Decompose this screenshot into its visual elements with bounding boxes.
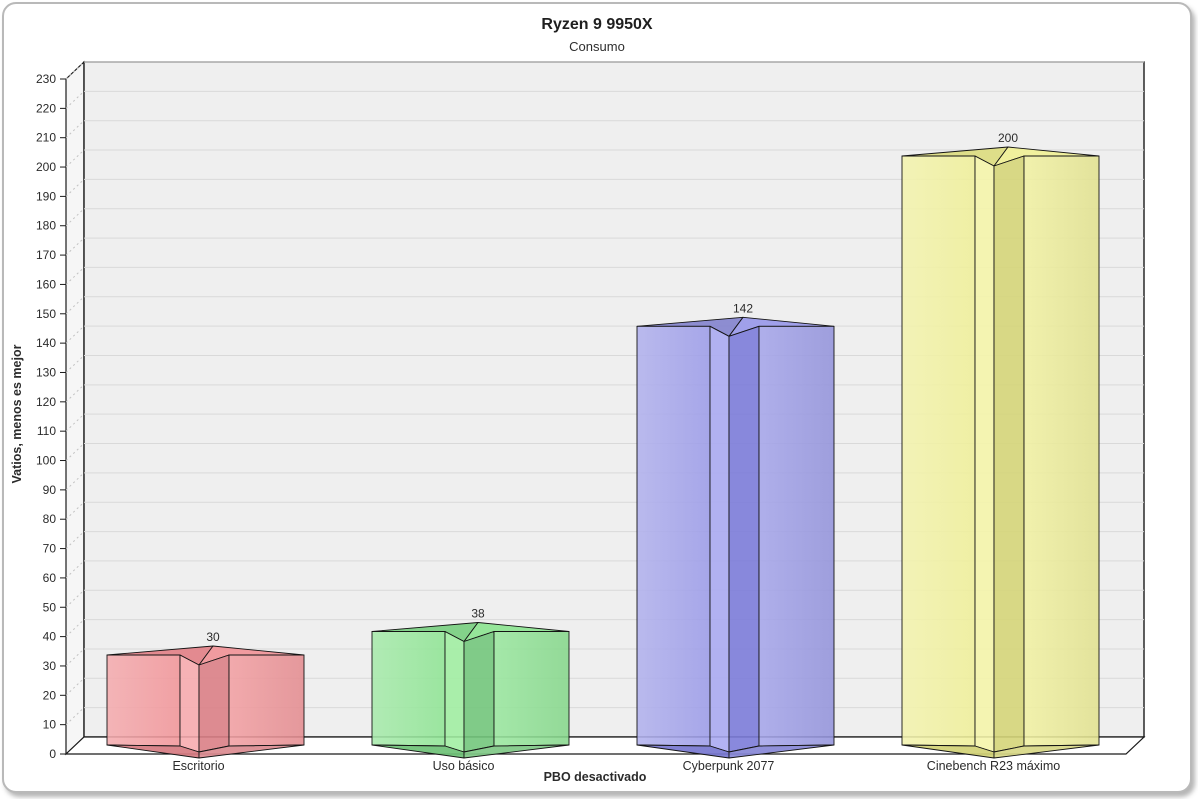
y-tick-label: 40 xyxy=(43,630,57,644)
y-tick-label: 210 xyxy=(36,131,56,145)
bar-green: 38 xyxy=(371,606,570,759)
x-axis-title: PBO desactivado xyxy=(543,770,647,784)
bars: 30 38 142 200 xyxy=(106,131,1100,759)
y-tick-label: 150 xyxy=(36,307,56,321)
y-tick-label: 70 xyxy=(43,542,57,556)
bar-chart-canvas: 0 10 20 30 40 50 60 70 80 90 100 110 120 130 140 150 160… xyxy=(36,60,1146,773)
y-tick-label: 160 xyxy=(36,277,56,291)
x-category-labels: Escritorio Uso básico Cyberpunk 2077 Cinebe… xyxy=(172,759,1060,773)
bar-value-label: 142 xyxy=(733,301,753,315)
left-wall xyxy=(65,60,85,756)
y-tick-label: 230 xyxy=(36,72,56,86)
x-category-label: Cinebench R23 máximo xyxy=(927,759,1060,773)
x-category-label: Escritorio xyxy=(172,759,224,773)
y-tick-label: 190 xyxy=(36,189,56,203)
x-category-label: Uso básico xyxy=(433,759,495,773)
chart-title: Ryzen 9 9950X xyxy=(541,16,653,33)
bar-red: 30 xyxy=(106,630,305,759)
chart-subtitle: Consumo xyxy=(569,39,625,54)
y-tick-label: 220 xyxy=(36,101,56,115)
y-axis-ticks: 0 10 20 30 40 50 60 70 80 90 100 110 120 130 140 150 160… xyxy=(36,72,66,761)
y-tick-label: 90 xyxy=(43,483,57,497)
y-tick-label: 110 xyxy=(37,424,56,438)
y-tick-label: 170 xyxy=(36,248,56,262)
y-tick-label: 0 xyxy=(49,747,56,761)
y-tick-label: 120 xyxy=(36,395,56,409)
bar-value-label: 38 xyxy=(471,606,485,620)
y-tick-label: 80 xyxy=(43,512,57,526)
y-tick-label: 140 xyxy=(36,336,56,350)
bar-yellow: 200 xyxy=(901,131,1100,759)
bar-value-label: 30 xyxy=(206,630,220,644)
y-tick-label: 100 xyxy=(36,454,56,468)
bar-blue: 142 xyxy=(636,301,835,759)
y-tick-label: 30 xyxy=(43,659,57,673)
chart-floor xyxy=(64,736,1146,755)
y-tick-label: 20 xyxy=(43,688,57,702)
bar-value-label: 200 xyxy=(998,131,1018,145)
y-tick-label: 50 xyxy=(43,600,57,614)
x-category-label: Cyberpunk 2077 xyxy=(683,759,775,773)
y-tick-label: 130 xyxy=(36,365,56,379)
y-tick-label: 60 xyxy=(43,571,57,585)
y-tick-label: 200 xyxy=(36,160,56,174)
y-tick-label: 10 xyxy=(43,718,57,732)
y-tick-label: 180 xyxy=(36,219,56,233)
y-axis-title: Vatios, menos es mejor xyxy=(10,344,24,484)
